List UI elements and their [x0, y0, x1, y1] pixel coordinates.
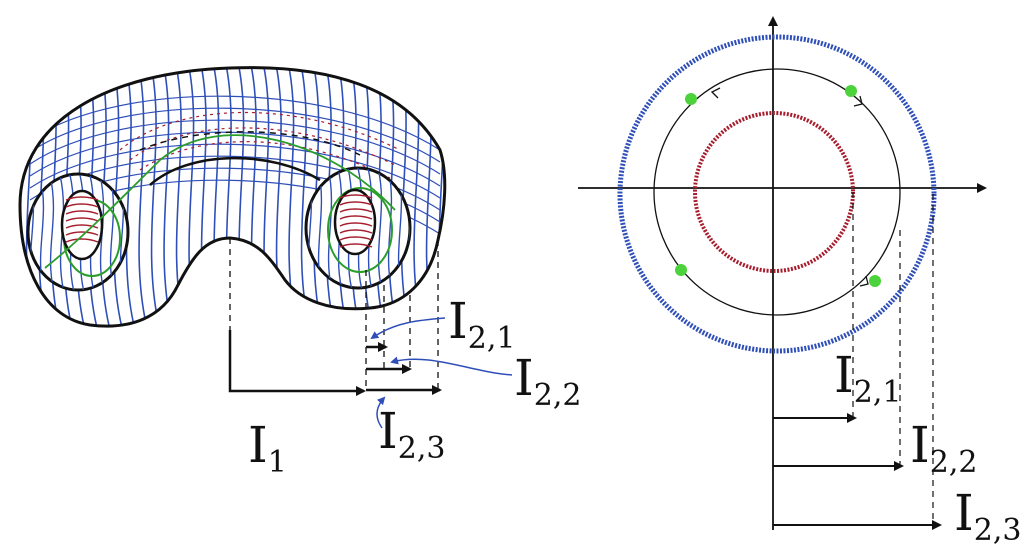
- green-dot-4: [869, 275, 881, 287]
- torus-inner-ridge: [149, 156, 321, 186]
- torus-left-cross-section: [26, 172, 130, 292]
- inner-circle: [693, 111, 855, 273]
- label-section-i21: I2,1: [834, 346, 901, 410]
- green-dot-2: [845, 85, 857, 97]
- label-i1: I1: [248, 416, 287, 480]
- label-section-i22: I2,2: [910, 416, 977, 480]
- i21-pointer: [370, 317, 446, 340]
- middle-circle: [653, 68, 901, 316]
- i22-pointer: [390, 356, 513, 376]
- i1-arrow: [228, 330, 366, 396]
- green-dot-1: [685, 93, 697, 105]
- torus-outline: [18, 66, 447, 328]
- label-torus-i21: I2,1: [448, 292, 515, 356]
- green-dot-3: [675, 264, 687, 276]
- label-torus-i22: I2,2: [514, 349, 581, 413]
- section-projection-lines: [852, 192, 934, 525]
- cross-section-diagram: I2,1 I2,2 I2,3: [578, 16, 1021, 548]
- torus-green-line: [44, 134, 396, 269]
- outer-circle: [617, 34, 937, 354]
- torus-drawing: I1 I2,1 I2,2 I2,3: [18, 66, 581, 480]
- torus-right-cross-section: [304, 166, 412, 290]
- label-torus-i23: I2,3: [378, 402, 445, 466]
- label-section-i23: I2,3: [954, 484, 1021, 548]
- i23-pointer: [376, 396, 386, 429]
